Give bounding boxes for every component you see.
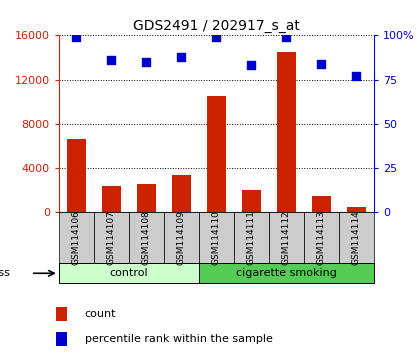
Title: GDS2491 / 202917_s_at: GDS2491 / 202917_s_at <box>133 19 300 33</box>
Text: control: control <box>110 268 148 278</box>
Text: GSM114108: GSM114108 <box>142 210 151 266</box>
Bar <box>67 139 86 212</box>
Text: percentile rank within the sample: percentile rank within the sample <box>85 333 273 344</box>
Bar <box>56 307 67 321</box>
Point <box>318 61 325 67</box>
Text: cigarette smoking: cigarette smoking <box>236 268 337 278</box>
Bar <box>207 96 226 212</box>
Bar <box>164 212 199 263</box>
Point <box>73 34 80 40</box>
Text: GSM114110: GSM114110 <box>212 210 221 266</box>
Bar <box>94 212 129 263</box>
Text: GSM114111: GSM114111 <box>247 210 256 266</box>
Bar <box>172 175 191 212</box>
Bar <box>346 207 366 212</box>
Point <box>178 54 185 59</box>
Bar <box>312 196 331 212</box>
Point <box>283 34 290 40</box>
Bar <box>199 212 234 263</box>
Point <box>108 57 115 63</box>
Bar <box>56 332 67 346</box>
Bar <box>241 190 261 212</box>
Text: GSM114112: GSM114112 <box>282 211 291 265</box>
Point <box>248 63 255 68</box>
Bar <box>199 263 374 283</box>
Bar <box>339 212 374 263</box>
Point <box>143 59 150 65</box>
Bar <box>269 212 304 263</box>
Text: GSM114109: GSM114109 <box>177 210 186 266</box>
Bar <box>304 212 339 263</box>
Text: stress: stress <box>0 268 10 278</box>
Bar <box>102 186 121 212</box>
Text: GSM114114: GSM114114 <box>352 211 361 265</box>
Text: GSM114113: GSM114113 <box>317 210 326 266</box>
Bar <box>136 184 156 212</box>
Text: GSM114107: GSM114107 <box>107 210 116 266</box>
Bar <box>129 212 164 263</box>
Bar <box>277 52 296 212</box>
Point <box>353 73 360 79</box>
Point <box>213 34 220 40</box>
Text: GSM114106: GSM114106 <box>72 210 81 266</box>
Bar <box>59 263 199 283</box>
Bar <box>234 212 269 263</box>
Bar <box>59 212 94 263</box>
Text: count: count <box>85 309 116 319</box>
